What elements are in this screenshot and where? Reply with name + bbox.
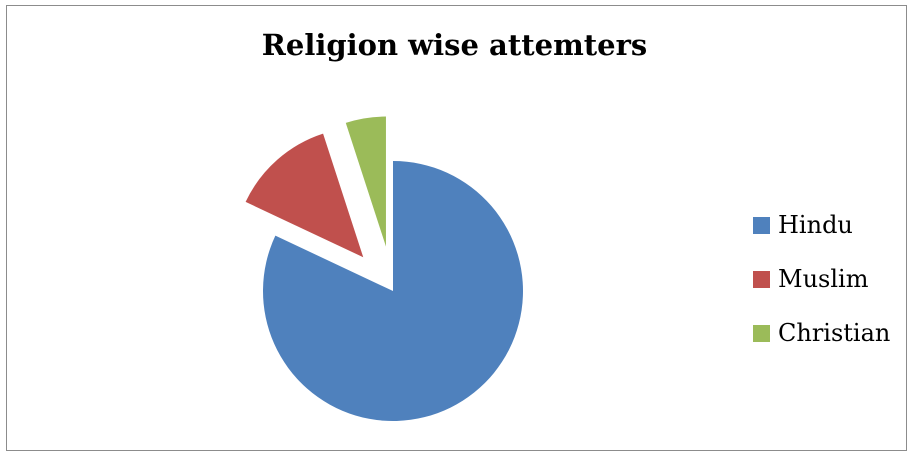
legend-swatch-muslim bbox=[753, 270, 770, 288]
legend-label-hindu: Hindu bbox=[778, 211, 853, 239]
legend-item-muslim: Muslim bbox=[753, 252, 890, 306]
legend-swatch-hindu bbox=[753, 216, 770, 234]
legend-item-christian: Christian bbox=[753, 306, 890, 360]
pie-slice-muslim bbox=[245, 133, 364, 258]
legend-label-christian: Christian bbox=[778, 319, 891, 347]
legend-label-muslim: Muslim bbox=[778, 265, 869, 293]
pie-slice-christian bbox=[345, 116, 386, 247]
legend: Hindu Muslim Christian bbox=[753, 198, 890, 360]
legend-swatch-christian bbox=[753, 324, 770, 342]
legend-item-hindu: Hindu bbox=[753, 198, 890, 252]
pie-slice-hindu bbox=[263, 161, 524, 421]
chart-title: Religion wise attemters bbox=[261, 28, 648, 62]
